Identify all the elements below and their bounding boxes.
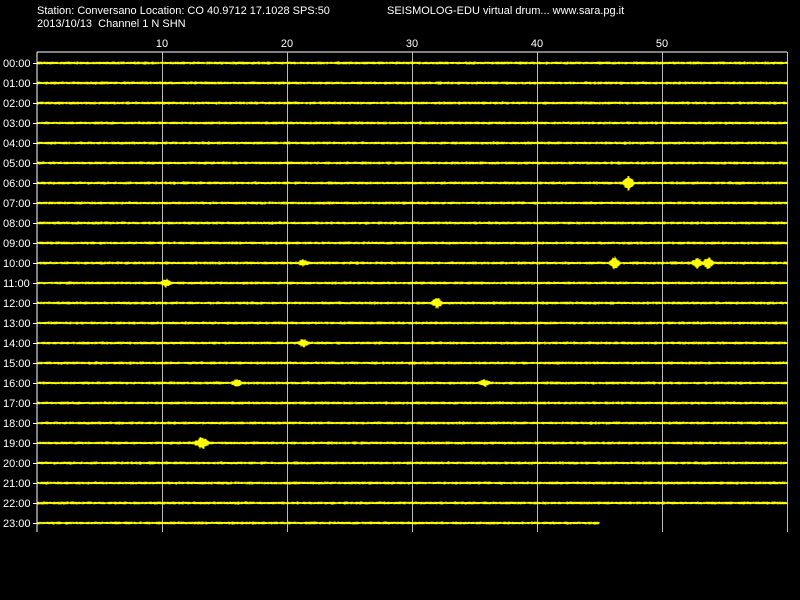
trace-row-2000 xyxy=(37,461,788,465)
trace-row-1800 xyxy=(37,421,788,425)
trace-row-0900 xyxy=(37,241,788,245)
trace-row-0700 xyxy=(37,201,788,205)
x-tick-label: 20 xyxy=(281,38,293,50)
trace-row-1100 xyxy=(37,278,788,288)
hour-label: 21:00 xyxy=(3,478,31,490)
hour-labels: 00:00 01:00 02:00 03:00 04:00 05:00 06:00 07:00… xyxy=(3,58,37,530)
trace-row-1400 xyxy=(37,339,788,348)
hour-label: 00:00 xyxy=(3,58,31,70)
hour-label: 15:00 xyxy=(3,358,31,370)
trace-row-0200 xyxy=(37,101,788,105)
hour-label: 10:00 xyxy=(3,258,31,270)
trace-row-2200 xyxy=(37,501,788,505)
trace-row-1200 xyxy=(37,298,788,309)
trace-row-1600 xyxy=(37,378,788,387)
trace-row-0800 xyxy=(37,221,788,225)
trace-row-0500 xyxy=(37,161,788,165)
gridlines xyxy=(36,51,788,532)
hour-label: 23:00 xyxy=(3,518,31,530)
hour-label: 03:00 xyxy=(3,118,31,130)
x-tick-label: 10 xyxy=(156,38,168,50)
trace-row-1700 xyxy=(37,401,788,405)
trace-row-0300 xyxy=(37,121,788,125)
trace-row-2100 xyxy=(37,481,788,485)
trace-row-0000 xyxy=(37,61,788,65)
hour-label: 16:00 xyxy=(3,378,31,390)
trace-row-1300 xyxy=(37,321,788,325)
hour-label: 05:00 xyxy=(3,158,31,170)
trace-row-2300 xyxy=(37,521,600,525)
hour-label: 13:00 xyxy=(3,318,31,330)
trace-row-0600 xyxy=(37,176,788,191)
hour-label: 09:00 xyxy=(3,238,31,250)
hour-label: 20:00 xyxy=(3,458,31,470)
x-tick-labels: 10 20 30 40 50 xyxy=(156,38,668,50)
hour-label: 12:00 xyxy=(3,298,31,310)
trace-row-1000 xyxy=(37,256,788,270)
traces xyxy=(37,61,788,525)
hour-label: 06:00 xyxy=(3,178,31,190)
trace-row-1900 xyxy=(37,437,788,449)
trace-row-0400 xyxy=(37,141,788,145)
trace-row-0100 xyxy=(37,81,788,85)
x-tick-label: 40 xyxy=(531,38,543,50)
date-channel: 2013/10/13 Channel 1 N SHN xyxy=(37,18,186,30)
hour-label: 19:00 xyxy=(3,438,31,450)
hour-label: 07:00 xyxy=(3,198,31,210)
app-title: SEISMOLOG-EDU virtual drum... www.sara.p… xyxy=(387,5,625,17)
x-tick-label: 30 xyxy=(406,38,418,50)
hour-label: 22:00 xyxy=(3,498,31,510)
x-tick-label: 50 xyxy=(656,38,668,50)
hour-label: 14:00 xyxy=(3,338,31,350)
hour-label: 11:00 xyxy=(3,278,30,290)
hour-label: 04:00 xyxy=(3,138,31,150)
station-info: Station: Conversano Location: CO 40.9712… xyxy=(37,5,330,17)
hour-label: 18:00 xyxy=(3,418,31,430)
hour-label: 02:00 xyxy=(3,98,31,110)
hour-label: 17:00 xyxy=(3,398,31,410)
trace-row-1500 xyxy=(37,361,788,365)
hour-label: 08:00 xyxy=(3,218,31,230)
hour-label: 01:00 xyxy=(3,78,31,90)
